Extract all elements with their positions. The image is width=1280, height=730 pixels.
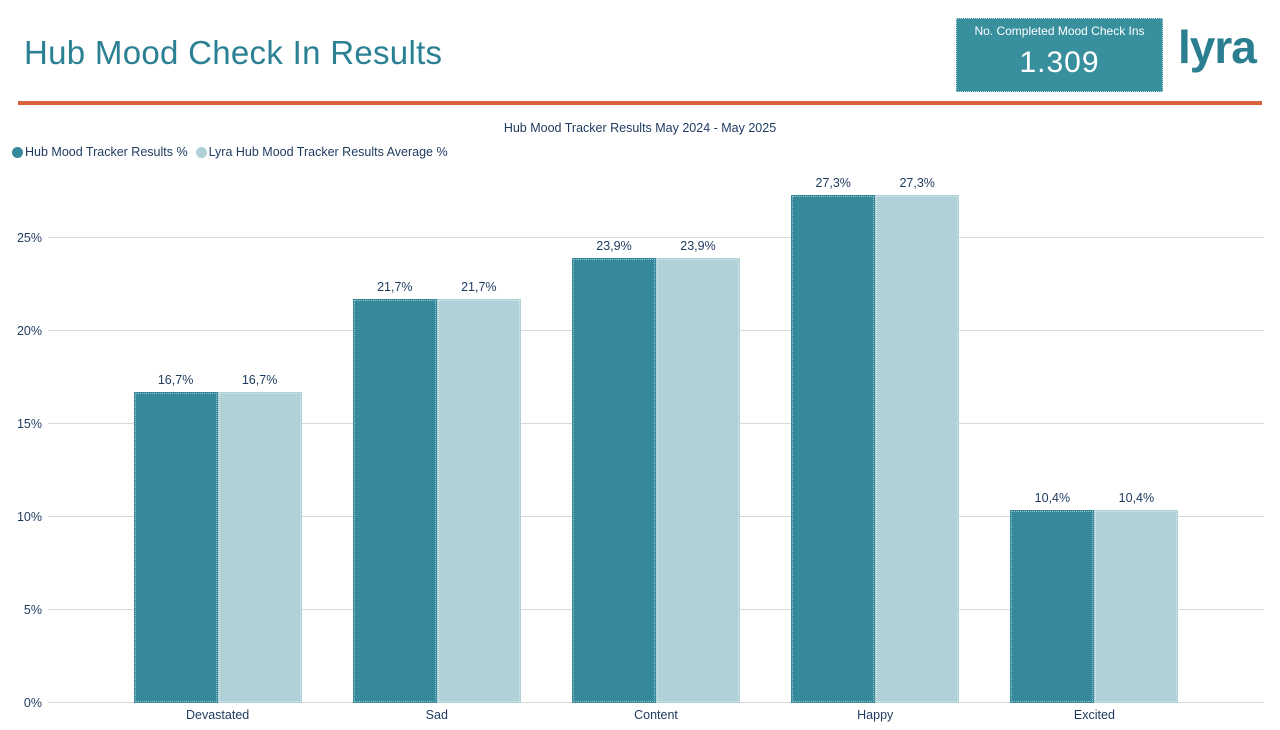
category-label: Sad xyxy=(425,708,448,722)
bar-results[interactable]: 21,7% xyxy=(352,280,437,703)
lyra-logo: lyra xyxy=(1178,21,1257,73)
y-tick-label: 20% xyxy=(16,323,42,338)
bar-value-label: 23,9% xyxy=(680,239,716,254)
bar-average[interactable]: 23,9% xyxy=(656,239,740,703)
bar-group: 23,9% 23,9% Content xyxy=(546,170,765,722)
bar-group: 10,4% 10,4% Excited xyxy=(985,170,1204,722)
header-divider xyxy=(18,101,1262,105)
bar-results[interactable]: 27,3% xyxy=(791,176,876,703)
bar-value-label: 21,7% xyxy=(461,280,497,295)
page-title: Hub Mood Check In Results xyxy=(24,34,443,71)
legend-label: Hub Mood Tracker Results % xyxy=(25,145,188,159)
mood-tracker-bar-chart[interactable]: Hub Mood Tracker Results May 2024 - May … xyxy=(0,110,1280,730)
kpi-label: No. Completed Mood Check Ins xyxy=(974,24,1145,38)
category-label: Devastated xyxy=(185,708,250,722)
bar-value-label: 27,3% xyxy=(899,176,935,191)
legend-label: Lyra Hub Mood Tracker Results Average % xyxy=(208,145,448,159)
kpi-card-completed-checkins[interactable]: No. Completed Mood Check Ins 1.309 xyxy=(956,18,1163,92)
plot-area: 16,7% 16,7% Devastated 21,7% 21,7% Sad 23,9% 23… xyxy=(48,170,1264,722)
category-label: Excited xyxy=(1073,708,1115,722)
bar-average[interactable]: 10,4% xyxy=(1094,491,1179,703)
bar-value-label: 23,9% xyxy=(596,239,632,254)
legend-marker-icon xyxy=(195,146,207,158)
bar-value-label: 16,7% xyxy=(241,373,278,388)
bar-value-label: 16,7% xyxy=(157,373,194,388)
category-label: Happy xyxy=(857,708,894,722)
legend-item[interactable]: Lyra Hub Mood Tracker Results Average % xyxy=(195,145,448,159)
bar-results[interactable]: 16,7% xyxy=(133,373,218,703)
bar-results[interactable]: 23,9% xyxy=(572,239,656,703)
bar-average[interactable]: 16,7% xyxy=(217,373,302,703)
bar-value-label: 10,4% xyxy=(1118,490,1155,505)
category-label: Content xyxy=(634,708,678,722)
legend-item[interactable]: Hub Mood Tracker Results % xyxy=(12,145,188,159)
chart-title: Hub Mood Tracker Results May 2024 - May … xyxy=(503,121,777,135)
legend-marker-icon xyxy=(12,146,23,158)
chart-legend: Hub Mood Tracker Results % Lyra Hub Mood … xyxy=(12,145,448,159)
y-tick-label: 5% xyxy=(23,602,42,617)
bar-groups: 16,7% 16,7% Devastated 21,7% 21,7% Sad 23,9% 23… xyxy=(48,170,1264,722)
plot-wrap: 0% 5% 10% 15% 20% 25% 16,7% 16,7% Devastated 21,… xyxy=(0,170,1280,722)
bar-group: 16,7% 16,7% Devastated xyxy=(108,170,327,722)
y-tick-label: 25% xyxy=(16,230,42,245)
gridline xyxy=(48,236,1264,238)
bar-value-label: 27,3% xyxy=(815,176,851,191)
kpi-value: 1.309 xyxy=(1019,46,1100,79)
y-tick-label: 0% xyxy=(23,696,42,710)
bar-group: 21,7% 21,7% Sad xyxy=(327,170,546,722)
bar-value-label: 10,4% xyxy=(1034,490,1071,505)
bar-results[interactable]: 10,4% xyxy=(1010,491,1095,703)
bar-average[interactable]: 27,3% xyxy=(875,176,960,703)
y-axis: 0% 5% 10% 15% 20% 25% xyxy=(0,170,42,710)
bar-group: 27,3% 27,3% Happy xyxy=(766,170,985,722)
y-tick-label: 10% xyxy=(16,509,42,524)
bar-value-label: 21,7% xyxy=(377,280,413,295)
bar-average[interactable]: 21,7% xyxy=(436,280,521,703)
report-header: Hub Mood Check In Results No. Completed … xyxy=(0,0,1280,110)
y-tick-label: 15% xyxy=(16,416,42,431)
